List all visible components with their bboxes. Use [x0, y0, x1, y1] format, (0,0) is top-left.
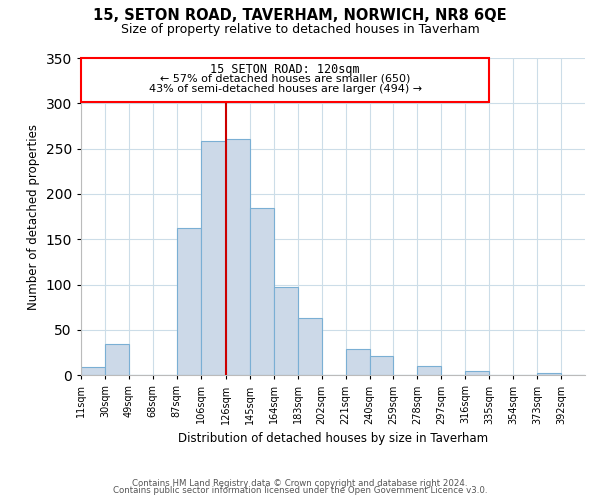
Text: 15 SETON ROAD: 120sqm: 15 SETON ROAD: 120sqm [210, 62, 360, 76]
Bar [105, 344, 129, 376]
Bar [81, 58, 489, 102]
Y-axis label: Number of detached properties: Number of detached properties [27, 124, 40, 310]
Bar [370, 356, 394, 376]
Text: Contains public sector information licensed under the Open Government Licence v3: Contains public sector information licen… [113, 486, 487, 495]
Bar [537, 374, 561, 376]
Text: Contains HM Land Registry data © Crown copyright and database right 2024.: Contains HM Land Registry data © Crown c… [132, 478, 468, 488]
Text: Size of property relative to detached houses in Taverham: Size of property relative to detached ho… [121, 22, 479, 36]
Text: 43% of semi-detached houses are larger (494) →: 43% of semi-detached houses are larger (… [149, 84, 422, 94]
Bar [200, 142, 226, 376]
Text: ← 57% of detached houses are smaller (650): ← 57% of detached houses are smaller (65… [160, 74, 410, 84]
Bar [250, 208, 274, 376]
Bar [177, 228, 200, 376]
Bar [298, 318, 322, 376]
Bar [346, 349, 370, 376]
Bar [418, 366, 442, 376]
Bar [465, 370, 489, 376]
Bar [274, 288, 298, 376]
Bar [226, 138, 250, 376]
Text: 15, SETON ROAD, TAVERHAM, NORWICH, NR8 6QE: 15, SETON ROAD, TAVERHAM, NORWICH, NR8 6… [93, 8, 507, 22]
Bar [81, 367, 105, 376]
X-axis label: Distribution of detached houses by size in Taverham: Distribution of detached houses by size … [178, 432, 488, 445]
